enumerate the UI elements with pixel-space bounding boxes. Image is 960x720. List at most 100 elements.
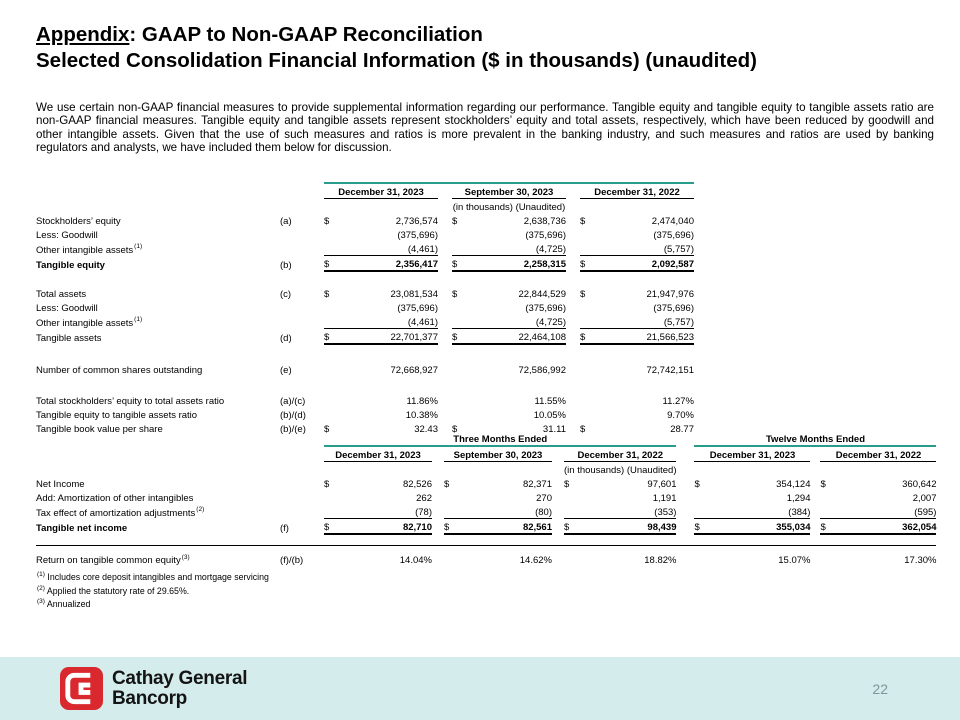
group-header-row: Three Months Ended Twelve Months Ended	[36, 431, 937, 447]
cell-value: (375,696)	[525, 230, 566, 241]
cell-value: (5,757)	[596, 241, 694, 256]
cell-value: 10.38%	[405, 410, 438, 421]
units-row: (in thousands) (Unaudited)	[36, 199, 694, 213]
units-row: (in thousands) (Unaudited)	[36, 462, 936, 476]
dollar-sign: $	[452, 255, 468, 272]
cell-value: 22,701,377	[340, 328, 438, 345]
column-header: December 31, 2023	[324, 446, 432, 462]
table-row: Tax effect of amortization adjustments(2…	[36, 504, 937, 519]
dollar-sign: $	[324, 255, 340, 272]
cell-value: (375,696)	[525, 303, 566, 314]
dollar-sign: $	[580, 289, 586, 300]
column-header-row: December 31, 2023 September 30, 2023 Decem…	[36, 446, 937, 462]
row-ref	[280, 227, 324, 241]
row-label: Total stockholders’ equity to total asse…	[36, 396, 225, 407]
dollar-sign: $	[820, 518, 837, 535]
dollar-sign	[324, 241, 340, 256]
row-ref	[280, 476, 324, 490]
page-number: 22	[872, 680, 888, 697]
dollar-sign	[452, 314, 468, 329]
group-header: Twelve Months Ended	[694, 431, 937, 447]
table-row: Number of common shares outstanding (e) 72…	[36, 362, 694, 376]
cell-value: 22,464,108	[468, 328, 566, 345]
row-label: Total assets	[36, 289, 87, 300]
cell-value: 15.07%	[778, 555, 811, 566]
income-reconciliation-table-grid: Three Months Ended Twelve Months Ended Dec…	[36, 431, 937, 566]
cell-value: 72,586,992	[518, 365, 566, 376]
dollar-sign	[324, 314, 340, 329]
footnote: (3) Annualized	[37, 598, 91, 609]
row-ref	[280, 300, 324, 314]
dollar-sign	[564, 552, 581, 566]
column-header-row: December 31, 2023 September 30, 2023 Decem…	[36, 182, 694, 199]
dollar-sign	[324, 490, 340, 504]
dollar-sign: $	[452, 328, 468, 345]
cell-value: 82,526	[402, 479, 432, 490]
cell-value: (4,725)	[468, 314, 566, 329]
dollar-sign	[580, 407, 596, 421]
column-header: September 30, 2023	[452, 182, 566, 199]
units-note: (in thousands) (Unaudited)	[564, 465, 677, 476]
cell-value: (375,696)	[397, 303, 438, 314]
row-ref	[280, 314, 324, 329]
footnote: (1) Includes core deposit intangibles an…	[37, 571, 269, 582]
intro-paragraph: We use certain non-GAAP financial measur…	[36, 101, 934, 154]
dollar-sign: $	[820, 479, 826, 490]
cell-value: 2,007	[912, 493, 937, 504]
cell-value: (353)	[580, 504, 677, 519]
dollar-sign: $	[444, 518, 460, 535]
cell-value: 360,642	[902, 479, 937, 490]
balance-reconciliation-table-grid: December 31, 2023 September 30, 2023 Decem…	[36, 182, 694, 435]
cell-value: 82,710	[340, 518, 432, 535]
units-note: (in thousands) (Unaudited)	[452, 202, 566, 213]
table-row: Stockholders’ equity (a) $2,736,574 $2,638,…	[36, 213, 694, 227]
row-ref: (e)	[280, 365, 292, 376]
cell-value: 28.77	[670, 424, 694, 435]
dollar-sign: $	[564, 518, 581, 535]
dollar-sign	[324, 552, 340, 566]
dollar-sign	[452, 300, 468, 314]
cell-value: 11.86%	[406, 396, 438, 407]
cell-value: (384)	[710, 504, 811, 519]
dollar-sign	[694, 552, 710, 566]
row-label: Stockholders’ equity	[36, 216, 121, 227]
cell-value: (4,725)	[468, 241, 566, 256]
dollar-sign	[580, 241, 596, 256]
row-ref: (c)	[280, 289, 292, 300]
row-label: Add: Amortization of other intangibles	[36, 493, 194, 504]
dollar-sign	[324, 504, 340, 519]
row-label: Number of common shares outstanding	[36, 365, 203, 376]
cell-value: 18.82%	[644, 555, 677, 566]
row-label: Other intangible assets(1)	[36, 316, 143, 329]
column-header: September 30, 2023	[444, 446, 552, 462]
cell-value: 2,638,736	[523, 216, 566, 227]
dollar-sign	[820, 504, 837, 519]
dollar-sign	[580, 393, 596, 407]
spacer-row	[36, 344, 694, 362]
table-row: Total stockholders’ equity to total asse…	[36, 393, 694, 407]
footnotes: (1) Includes core deposit intangibles an…	[36, 571, 269, 612]
spacer-row	[36, 271, 694, 286]
dollar-sign: $	[452, 289, 458, 300]
table-row: Less: Goodwill (375,696) (375,696) (375,696…	[36, 300, 694, 314]
column-header: December 31, 2022	[580, 182, 694, 199]
row-ref	[280, 241, 324, 256]
row-label: Net Income	[36, 479, 85, 490]
row-ref: (b)/(e)	[280, 424, 306, 435]
dollar-sign	[820, 490, 836, 504]
dollar-sign: $	[444, 479, 450, 490]
cell-value: (375,696)	[653, 303, 694, 314]
cell-value: 10.05%	[533, 410, 566, 421]
divider-row	[36, 543, 937, 546]
cell-value: 21,947,976	[646, 289, 694, 300]
dollar-sign	[324, 393, 340, 407]
dollar-sign	[452, 407, 468, 421]
cell-value: (4,461)	[340, 241, 438, 256]
dollar-sign	[452, 362, 468, 376]
cell-value: (595)	[836, 504, 937, 519]
row-label: Return on tangible common equity(3)	[36, 553, 190, 566]
table-row: Other intangible assets(1) (4,461) (4,725)…	[36, 241, 694, 256]
dollar-sign	[694, 490, 710, 504]
row-ref: (b)	[280, 260, 292, 271]
